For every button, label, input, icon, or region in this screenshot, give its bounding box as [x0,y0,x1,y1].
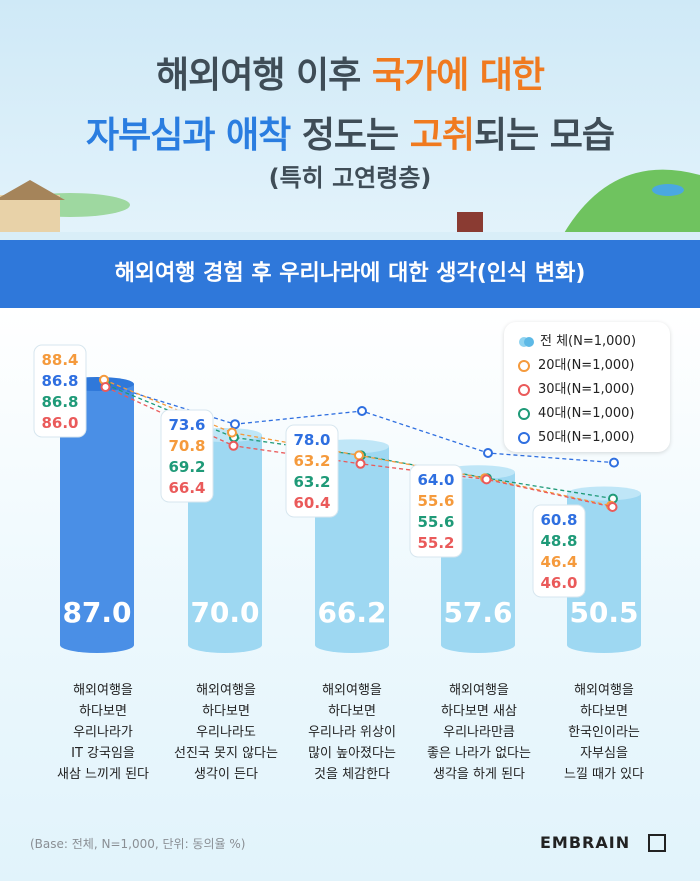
legend-30s-marker [518,383,530,396]
value-label-2-series-4: 73.6 [168,416,205,434]
value-box-2 [160,409,214,503]
bar-value-label-5: 50.5 [569,596,638,629]
series-4-point-2 [230,419,240,430]
series-4-point-4 [483,448,493,458]
value-label-4-series-4: 64.0 [417,471,454,489]
bar-value-label-1: 87.0 [62,596,131,629]
sky-background [0,0,700,240]
category-label-2: 해외여행을 하다보면 우리나라도 선진국 못지 않다는 생각이 든다 [174,683,278,782]
value-label-5-series-4: 60.8 [540,511,577,529]
landscape-illustration [0,169,700,240]
legend-20s-marker [518,359,530,372]
bar-1-base [60,637,134,653]
value-label-3-series-3: 63.2 [293,473,330,491]
series-2-point-4 [481,474,492,485]
value-box-4 [409,464,463,558]
value-label-4-series-2: 55.2 [417,534,454,552]
bar-5-cap [567,486,641,501]
series-1-point-3 [354,450,364,461]
category-label-5: 해외여행을 하다보면 한국인이라는 자부심을 느낄 때가 있다 [563,683,645,782]
page-title-line2: 자부심과 애착 정도는 고취되는 모습 [86,115,615,156]
page-subtitle: (특히 고연령층) [268,164,432,192]
series-2-point-5 [607,502,618,512]
legend-overall-marker [518,336,534,348]
bar-3-base [315,637,389,653]
value-label-2-series-3: 69.2 [168,458,205,476]
series-2-point-3 [355,458,366,469]
chart-legend: 전 체(N=1,000) 20대(N=1,000) 30대(N=1,000) 4… [504,322,670,452]
legend-item-overall: 전 체(N=1,000) [518,330,636,349]
category-label-1: 해외여행을 하다보면 우리나라가 IT 강국임을 새삼 느끼게 된다 [57,683,149,782]
value-label-4-series-3: 55.6 [417,513,454,531]
page-title-line1: 해외여행 이후 국가에 대한 [156,55,545,96]
legend-item-50s: 50대(N=1,000) [518,426,634,445]
value-label-2-series-1: 70.8 [168,437,205,455]
legend-item-40s: 40대(N=1,000) [518,402,634,421]
series-1-point-2 [227,427,237,438]
bar-value-label-4: 57.6 [443,596,512,629]
value-label-2-series-2: 66.4 [168,479,205,497]
value-label-3-series-1: 63.2 [293,452,330,470]
legend-50s-marker [518,431,530,444]
value-label-3-series-2: 60.4 [293,494,330,512]
value-box-3 [285,424,339,518]
bar-value-label-3: 66.2 [317,596,386,629]
bar-4-base [441,637,515,653]
legend-40s-marker [518,407,530,420]
series-4-point-3 [357,406,367,416]
value-label-3-series-4: 78.0 [293,431,330,449]
legend-item-20s: 20대(N=1,000) [518,354,634,373]
value-label-1-series-3: 86.8 [41,393,78,411]
value-label-5-series-3: 48.8 [540,532,577,550]
value-label-4-series-1: 55.6 [417,492,454,510]
brand-logo: EMBRAIN [540,833,631,852]
value-box-5 [532,504,586,598]
value-label-1-series-4: 86.8 [41,372,78,390]
house-icon [0,195,60,233]
value-label-1-series-2: 86.0 [41,414,78,432]
legend-item-30s: 30대(N=1,000) [518,378,634,397]
value-box-1 [33,344,87,438]
brand-logo-mark-icon [648,834,666,852]
series-2-point-2 [228,440,239,451]
category-label-4: 해외여행을 하다보면 새삼 우리나라만큼 좋은 나라가 없다는 생각을 하게 된… [427,683,531,782]
chart-banner: 해외여행 경험 후 우리나라에 대한 생각(인식 변화) [0,240,700,308]
base-note: (Base: 전체, N=1,000, 단위: 동의율 %) [30,837,246,851]
bar-5-base [567,637,641,653]
value-label-5-series-1: 46.4 [540,553,577,571]
series-4-point-5 [609,457,619,468]
value-label-1-series-1: 88.4 [41,351,78,369]
value-label-5-series-2: 46.0 [540,574,577,592]
bar-value-label-2: 70.0 [190,596,259,629]
category-label-3: 해외여행을 하다보면 우리나라 위상이 많이 높아졌다는 것을 체감한다 [308,683,396,782]
series-2-point-1 [100,382,111,392]
bar-2-base [188,637,262,653]
